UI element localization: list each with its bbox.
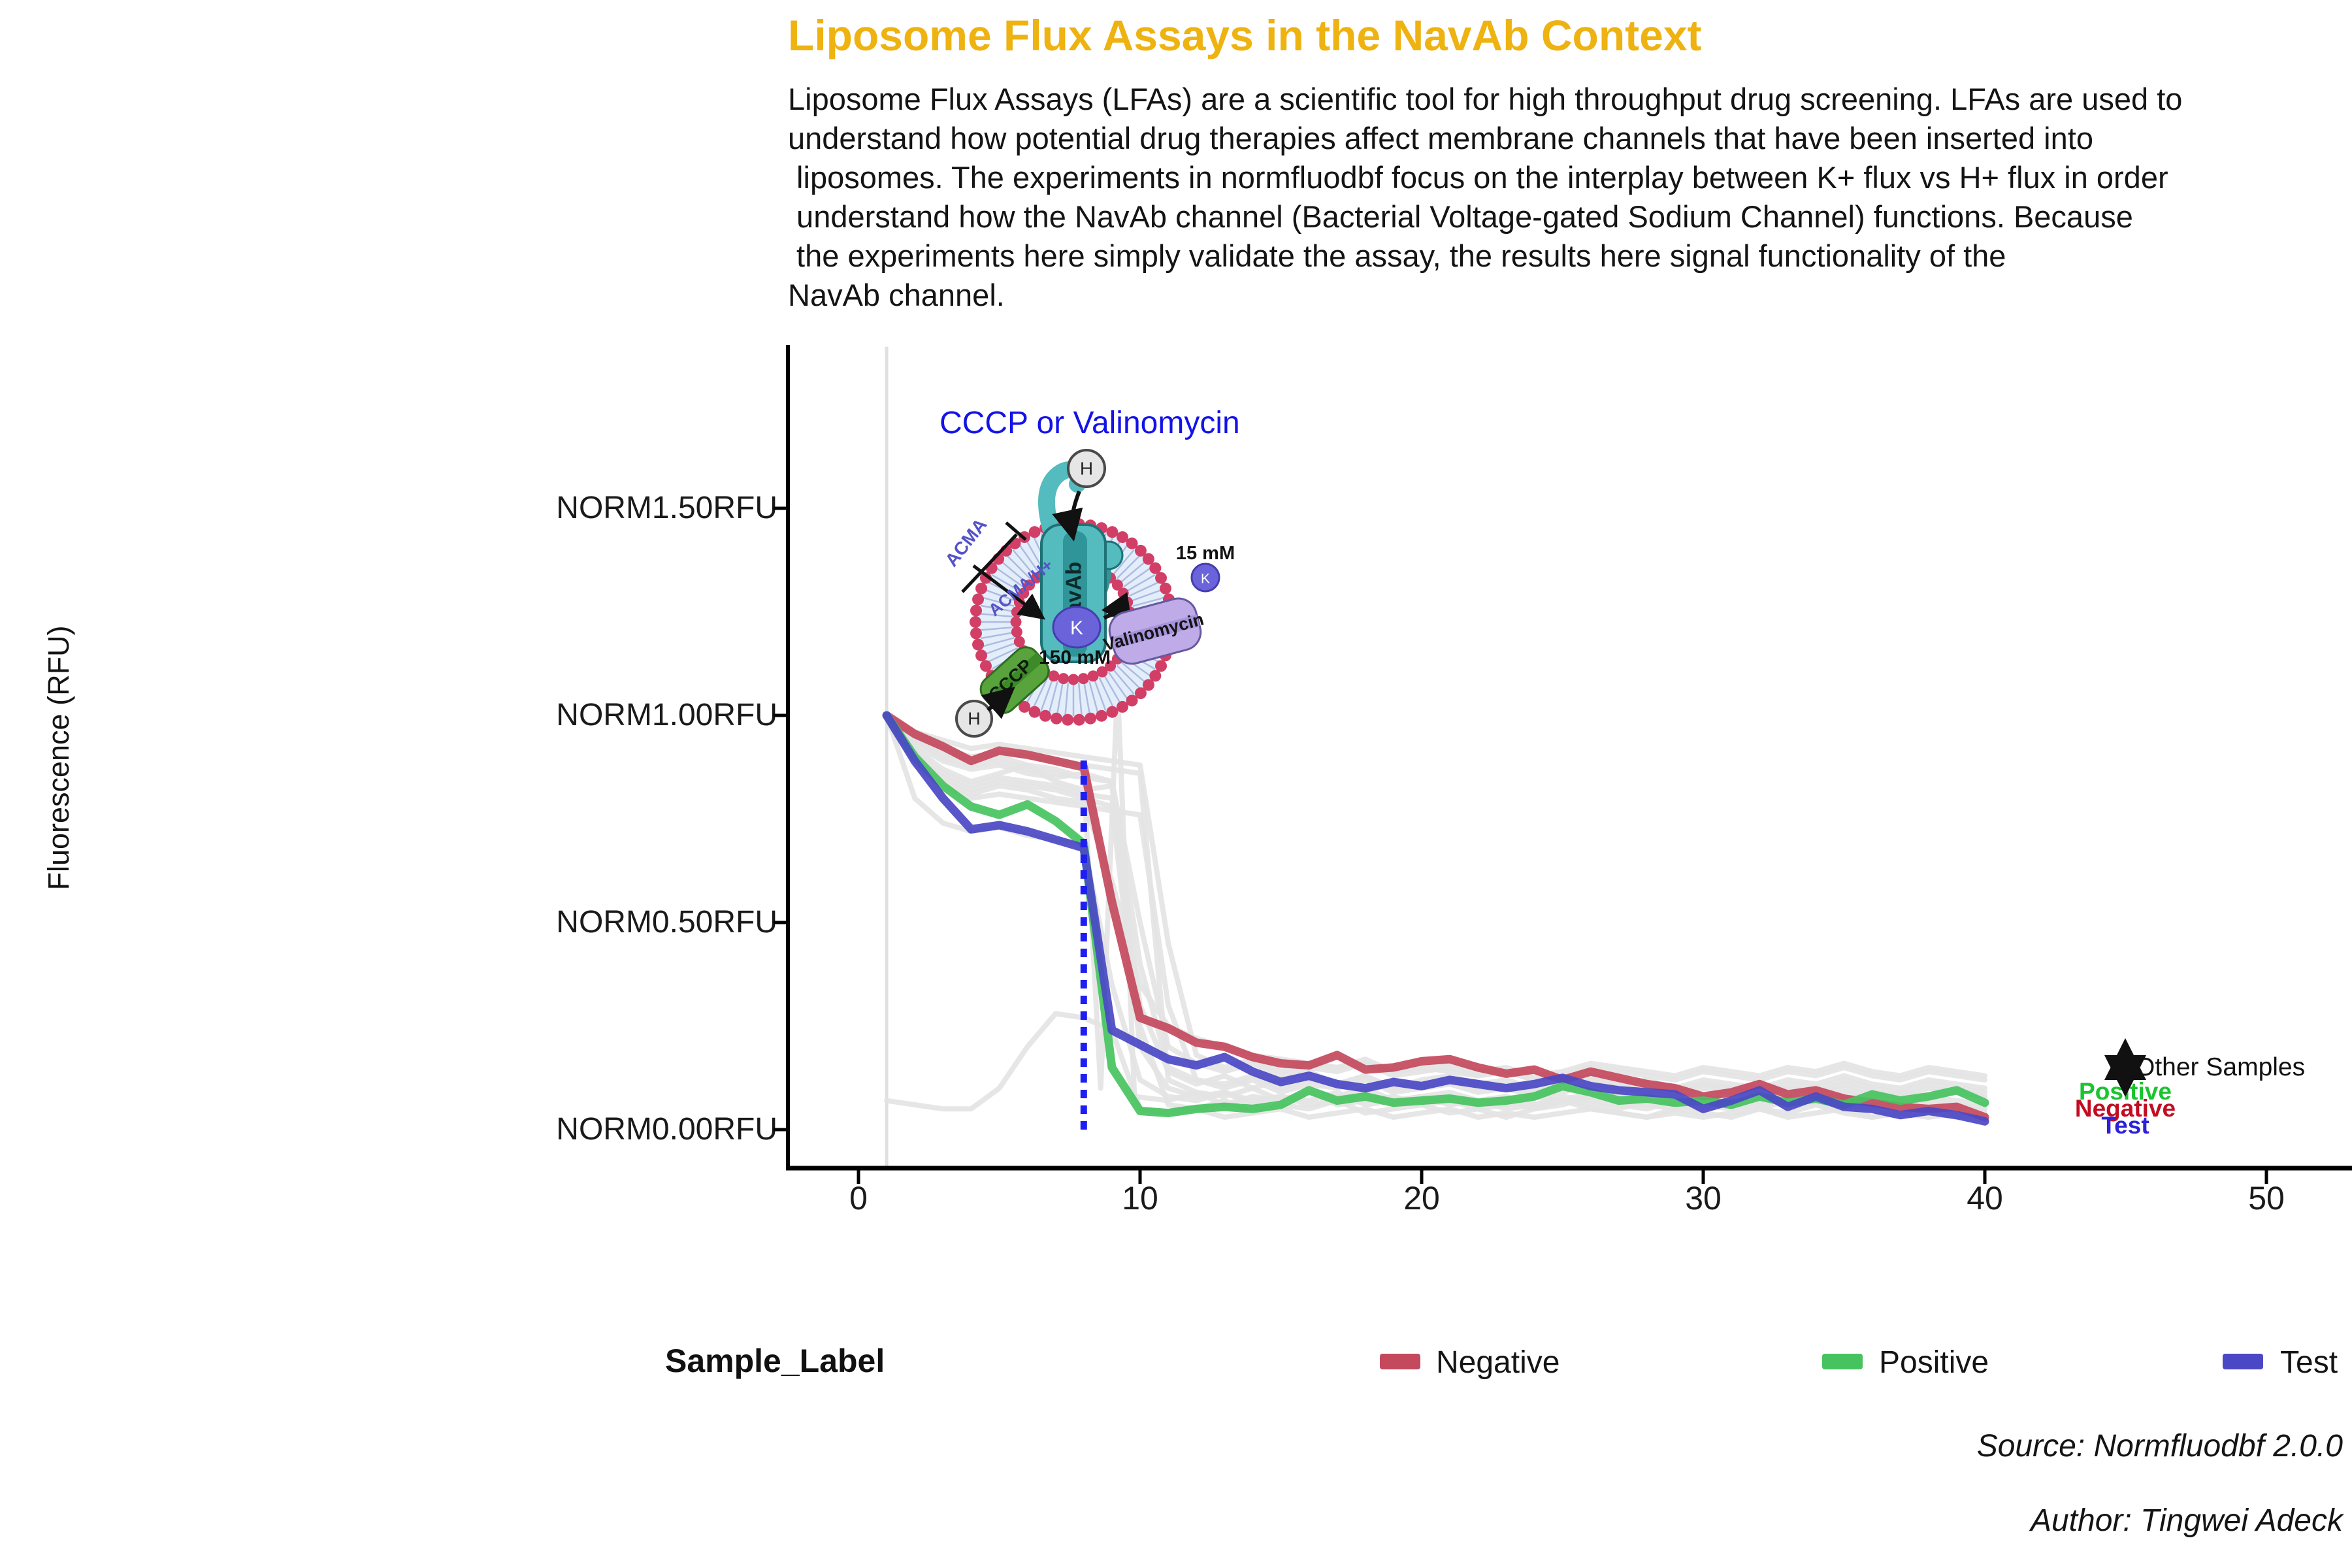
axis-ticks	[774, 506, 2268, 1184]
h-influx-arrow	[1052, 490, 1083, 542]
axes	[774, 345, 2352, 1184]
y-tick-label: NORM0.00RFU	[556, 1112, 777, 1147]
x-tick-label: 10	[1122, 1180, 1158, 1217]
h-ion-bottom-label: H	[968, 709, 981, 728]
h-ion-top	[1067, 449, 1106, 488]
acma-label: ACMA	[941, 515, 990, 570]
conc-outside-label: 15 mM	[1176, 543, 1235, 564]
legend-label-positive: Positive	[1879, 1345, 1989, 1380]
x-tick-label: 40	[1967, 1180, 2003, 1217]
other-samples-note: Other Samples	[2135, 1053, 2306, 1081]
series-line-negative	[882, 711, 1989, 1122]
source-caption: Source: Normfluodbf 2.0.0	[1976, 1429, 2343, 1463]
y-tick-label: NORM1.00RFU	[556, 698, 777, 732]
figure-description: Liposome Flux Assays (LFAs) are a scient…	[788, 82, 2183, 312]
h-cccp-arrow	[981, 687, 1015, 719]
cccp-valinomycin-note: CCCP or Valinomycin	[939, 406, 1240, 440]
liposome-diagram: NavAb H ACMA ACMA/H+ CCCP H K	[941, 449, 1235, 738]
k-ion-inside	[1052, 606, 1102, 649]
valinomycin-protein	[1108, 597, 1202, 665]
acma-inhibit-arrow	[961, 533, 1018, 593]
k-ion-outside	[1190, 563, 1220, 593]
sample-series-lines	[882, 711, 1989, 1126]
y-tick-label: NORM1.50RFU	[556, 491, 777, 525]
k-ion-inside-label: K	[1070, 617, 1083, 639]
other-sample-line-10	[884, 713, 1987, 1083]
x-tick-label: 20	[1403, 1180, 1440, 1217]
other-sample-line-9	[884, 1011, 1987, 1120]
legend-label-test: Test	[2280, 1345, 2338, 1380]
figure-title: Liposome Flux Assays in the NavAb Contex…	[788, 11, 1702, 59]
k-ion-outside-label: K	[1201, 572, 1210, 587]
legend-swatch-test	[2223, 1354, 2263, 1369]
legend-swatch-negative	[1380, 1354, 1420, 1369]
other-sample-line-6	[884, 713, 1987, 1091]
acma-h-arrow	[972, 564, 1045, 620]
conc-inside-label: 150 mM	[1039, 647, 1111, 668]
series-line-test	[882, 711, 1989, 1126]
legend-label-negative: Negative	[1436, 1345, 1560, 1380]
negative-note: Negative	[2074, 1095, 2176, 1122]
other-samples-lines	[884, 683, 1987, 1120]
h-ion-top-label: H	[1080, 458, 1093, 478]
legend-title: Sample_Label	[665, 1343, 885, 1379]
x-tick-label: 50	[2248, 1180, 2285, 1217]
x-tick-label: 30	[1685, 1180, 1722, 1217]
author-caption: Author: Tingwei Adeck	[2030, 1503, 2343, 1538]
y-tick-label: NORM0.50RFU	[556, 905, 777, 939]
legend-swatch-positive	[1822, 1354, 1863, 1369]
acma-inhibit-bar	[1005, 521, 1027, 541]
x-tick-label: 0	[849, 1180, 868, 1217]
other-sample-line-5	[884, 713, 1987, 1079]
test-note: Test	[2101, 1112, 2149, 1139]
